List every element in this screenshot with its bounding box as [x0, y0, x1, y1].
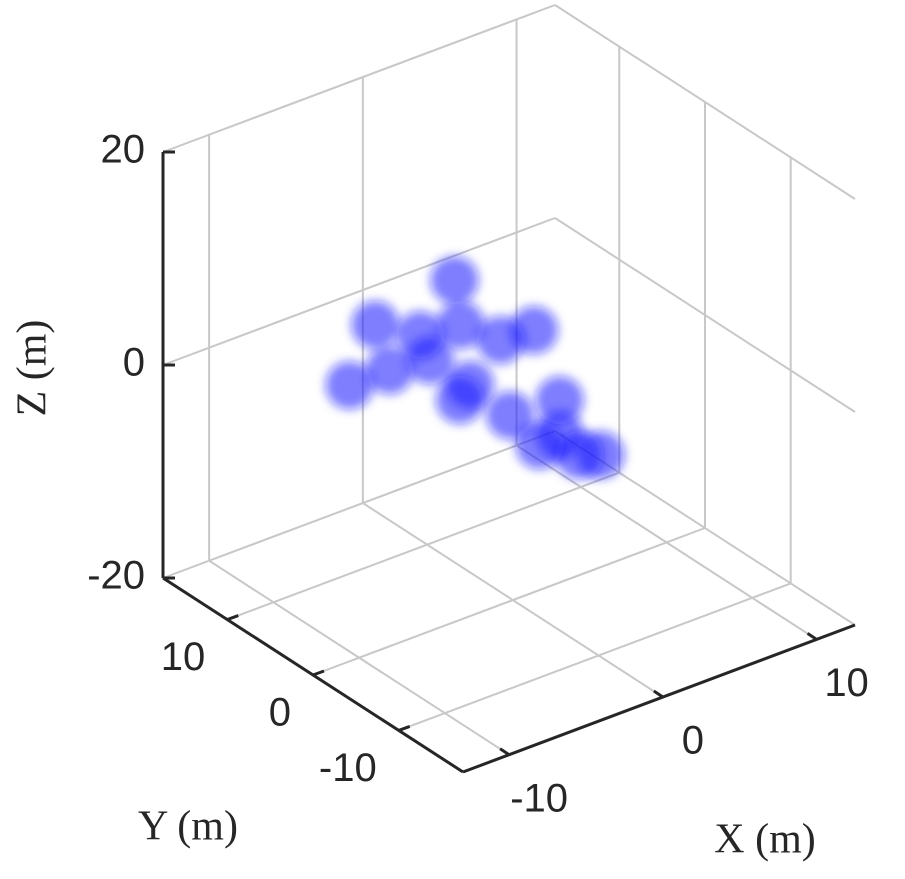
grid-line [226, 471, 620, 621]
point [430, 256, 479, 305]
point [535, 376, 584, 425]
grid-line [398, 582, 792, 732]
x-tick [653, 689, 664, 699]
grid [162, 4, 856, 756]
grid-line [554, 4, 856, 200]
y-tick-label: 0 [269, 691, 291, 735]
point [396, 311, 445, 360]
z-tick-label: 20 [101, 128, 146, 172]
y-tick [226, 614, 239, 621]
point [486, 391, 535, 440]
grid-line [312, 527, 706, 676]
x-tick [499, 747, 510, 756]
y-tick [312, 669, 325, 677]
grid-line [162, 430, 556, 579]
point [365, 346, 414, 395]
point [351, 300, 400, 349]
point [555, 431, 604, 480]
x-tick-label: 0 [682, 719, 704, 763]
point [515, 421, 564, 470]
point [435, 375, 484, 424]
y-tick-label: 10 [161, 635, 206, 679]
grid-line [554, 217, 856, 413]
point [436, 301, 485, 350]
y-axis-label: Y (m) [138, 804, 238, 850]
x-tick [806, 632, 818, 641]
y-tick-label: -10 [319, 746, 377, 790]
z-tick-label: -20 [87, 554, 145, 598]
axes: -20 0 20 -10 0 10 -10 0 10 [87, 128, 869, 821]
point [325, 361, 374, 410]
grid-line [162, 4, 556, 153]
point [476, 315, 525, 364]
x-tick-label: -10 [510, 776, 568, 820]
y-tick [398, 725, 411, 732]
grid-line [162, 217, 556, 366]
x-axis-label: X (m) [714, 817, 815, 863]
z-tick-label: 0 [123, 341, 145, 385]
z-axis-label: Z (m) [10, 320, 56, 417]
x-axis-line [462, 623, 856, 774]
x-tick-label: 10 [824, 661, 869, 705]
points [325, 256, 625, 480]
